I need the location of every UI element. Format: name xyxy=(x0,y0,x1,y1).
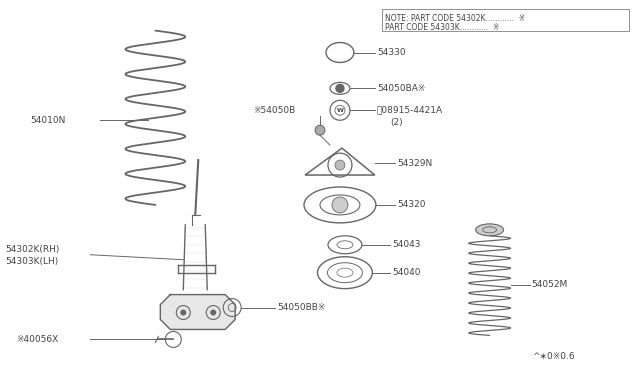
Text: NOTE: PART CODE 54302K............  ※: NOTE: PART CODE 54302K............ ※ xyxy=(385,14,525,23)
Circle shape xyxy=(332,197,348,213)
Circle shape xyxy=(315,125,325,135)
Text: Ⓠ08915-4421A: Ⓠ08915-4421A xyxy=(377,106,443,115)
Text: 54040: 54040 xyxy=(392,268,420,277)
Text: 54329N: 54329N xyxy=(397,158,432,167)
Text: 54050BA※: 54050BA※ xyxy=(377,84,425,93)
Text: 54043: 54043 xyxy=(392,240,420,249)
Circle shape xyxy=(210,310,216,315)
Text: ※54050B: ※54050B xyxy=(253,106,295,115)
Text: 54320: 54320 xyxy=(397,201,426,209)
Polygon shape xyxy=(161,295,235,330)
Bar xyxy=(382,9,629,31)
Text: PART CODE 54303K............  ※: PART CODE 54303K............ ※ xyxy=(385,23,499,32)
Circle shape xyxy=(335,160,345,170)
Text: W: W xyxy=(337,108,344,113)
Text: 54010N: 54010N xyxy=(31,116,66,125)
Text: 54050BB※: 54050BB※ xyxy=(277,303,326,312)
Text: 54303K(LH): 54303K(LH) xyxy=(6,257,59,266)
Circle shape xyxy=(336,84,344,92)
Text: 54302K(RH): 54302K(RH) xyxy=(6,245,60,254)
Circle shape xyxy=(180,310,186,315)
Ellipse shape xyxy=(476,224,504,236)
Text: ※40056X: ※40056X xyxy=(15,335,58,344)
Text: ^∗0※0.6: ^∗0※0.6 xyxy=(532,352,575,361)
Text: 54330: 54330 xyxy=(377,48,406,57)
Text: 54052M: 54052M xyxy=(532,280,568,289)
Text: (2): (2) xyxy=(390,118,403,127)
